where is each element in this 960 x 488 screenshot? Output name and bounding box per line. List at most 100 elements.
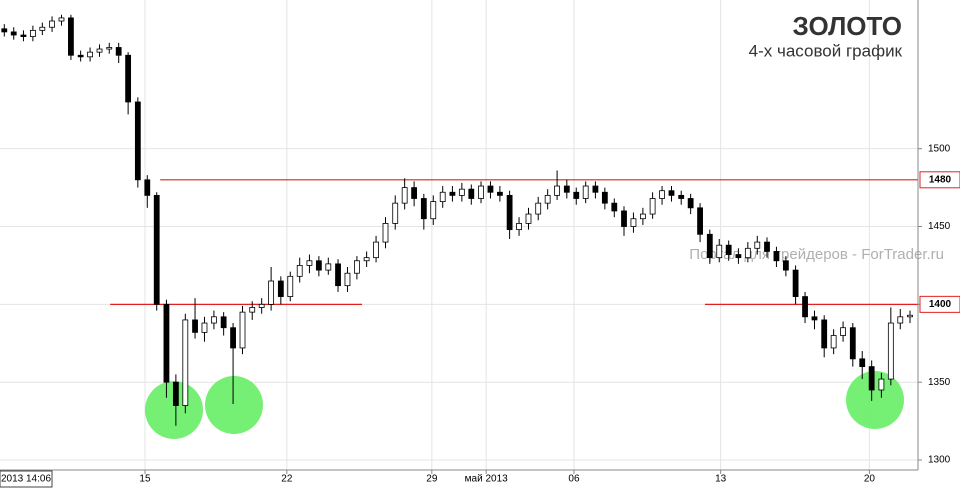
candle-body (697, 207, 703, 235)
x-tick-label: 29 (426, 474, 438, 485)
candle-body (678, 194, 685, 199)
level-label-box (919, 171, 960, 189)
candle-body (401, 187, 408, 204)
x-tick-label: 20 (864, 474, 876, 485)
candle-body (478, 185, 484, 199)
candle-body (277, 280, 284, 297)
candle-body (506, 194, 513, 231)
annotations (145, 371, 904, 439)
candle-body (153, 194, 160, 305)
candle-body (430, 201, 437, 220)
cursor-label: 2013 14:06 (1, 474, 51, 485)
candle-body (420, 198, 427, 220)
level-label: 1400 (929, 299, 952, 310)
candle-body (182, 319, 189, 406)
candle-body (630, 218, 637, 227)
chart-subtitle: 4-х часовой график (749, 41, 903, 60)
candle-body (802, 296, 808, 318)
candle-body (354, 260, 360, 274)
candle-body (592, 185, 599, 193)
candle-body (115, 47, 122, 56)
candle-body (220, 316, 227, 329)
candle-body (744, 247, 751, 259)
x-tick-label: 22 (281, 474, 293, 485)
candle-body (554, 185, 560, 196)
candle-body (840, 327, 846, 336)
candle-body (439, 191, 446, 203)
candle-body (363, 257, 370, 262)
candle-body (907, 314, 913, 318)
candle-body (39, 26, 46, 31)
level-label-box (919, 295, 960, 313)
candle-body (1, 28, 8, 33)
candle-body (496, 191, 503, 196)
candle-body (373, 241, 379, 259)
candle-body (163, 303, 170, 383)
x-tick-label: май 2013 (465, 474, 508, 485)
level-label: 1480 (929, 174, 952, 185)
candles (1, 14, 918, 426)
candle-body (211, 316, 217, 324)
candle-body (58, 17, 65, 22)
candle-body (706, 233, 713, 259)
x-tick-label: 13 (715, 474, 727, 485)
candle-body (563, 185, 570, 193)
candle-body (830, 335, 837, 349)
candle-body (268, 280, 275, 305)
candle-body (315, 260, 322, 271)
candle-body (897, 316, 904, 324)
candle-body (344, 272, 351, 287)
candle-body (849, 327, 856, 360)
candle-body (878, 378, 885, 391)
candle-body (659, 190, 665, 199)
y-tick-label: 1500 (928, 143, 951, 154)
candle-body (411, 187, 418, 199)
candle-body (296, 265, 303, 277)
candle-body (487, 185, 494, 193)
candle-body (68, 17, 74, 56)
candle-body (325, 263, 332, 271)
candle-body (859, 358, 866, 368)
candle-body (287, 275, 294, 297)
candle-body (10, 31, 17, 36)
candle-body (621, 210, 627, 227)
candle-body (172, 381, 179, 406)
candle-body (449, 191, 456, 196)
candle-body (192, 319, 198, 333)
candle-body (258, 303, 265, 308)
candle-body (516, 223, 522, 231)
candle-body (306, 260, 313, 266)
highlight-circle (205, 376, 263, 434)
y-tick-label: 1300 (928, 455, 951, 466)
candle-body (821, 319, 828, 349)
watermark: Портал для трейдеров - ForTrader.ru (689, 246, 944, 263)
candle-body (782, 260, 789, 271)
candle-body (887, 322, 894, 380)
candle-body (811, 316, 818, 321)
x-tick-label: 15 (139, 474, 151, 485)
candle-body (764, 241, 770, 252)
candle-body (535, 202, 542, 215)
candle-body (716, 244, 723, 259)
candle-body (611, 202, 618, 212)
candle-body (392, 202, 399, 224)
candle-body (468, 188, 475, 199)
y-tick-label: 1450 (928, 221, 951, 232)
candle-body (87, 51, 93, 58)
candle-body (687, 198, 694, 209)
candle-body (792, 269, 799, 297)
candle-body (230, 327, 236, 349)
candle-body (49, 20, 55, 28)
candle-body (335, 263, 341, 287)
candle-body (77, 54, 84, 58)
candle-body (525, 213, 532, 224)
highlight-circle (145, 381, 203, 439)
chart-title: ЗОЛОТО (793, 11, 902, 41)
candle-body (639, 213, 646, 220)
candle-body (573, 191, 580, 199)
y-tick-label: 1350 (928, 377, 951, 388)
candle-body (458, 188, 465, 196)
candle-body (649, 198, 656, 215)
